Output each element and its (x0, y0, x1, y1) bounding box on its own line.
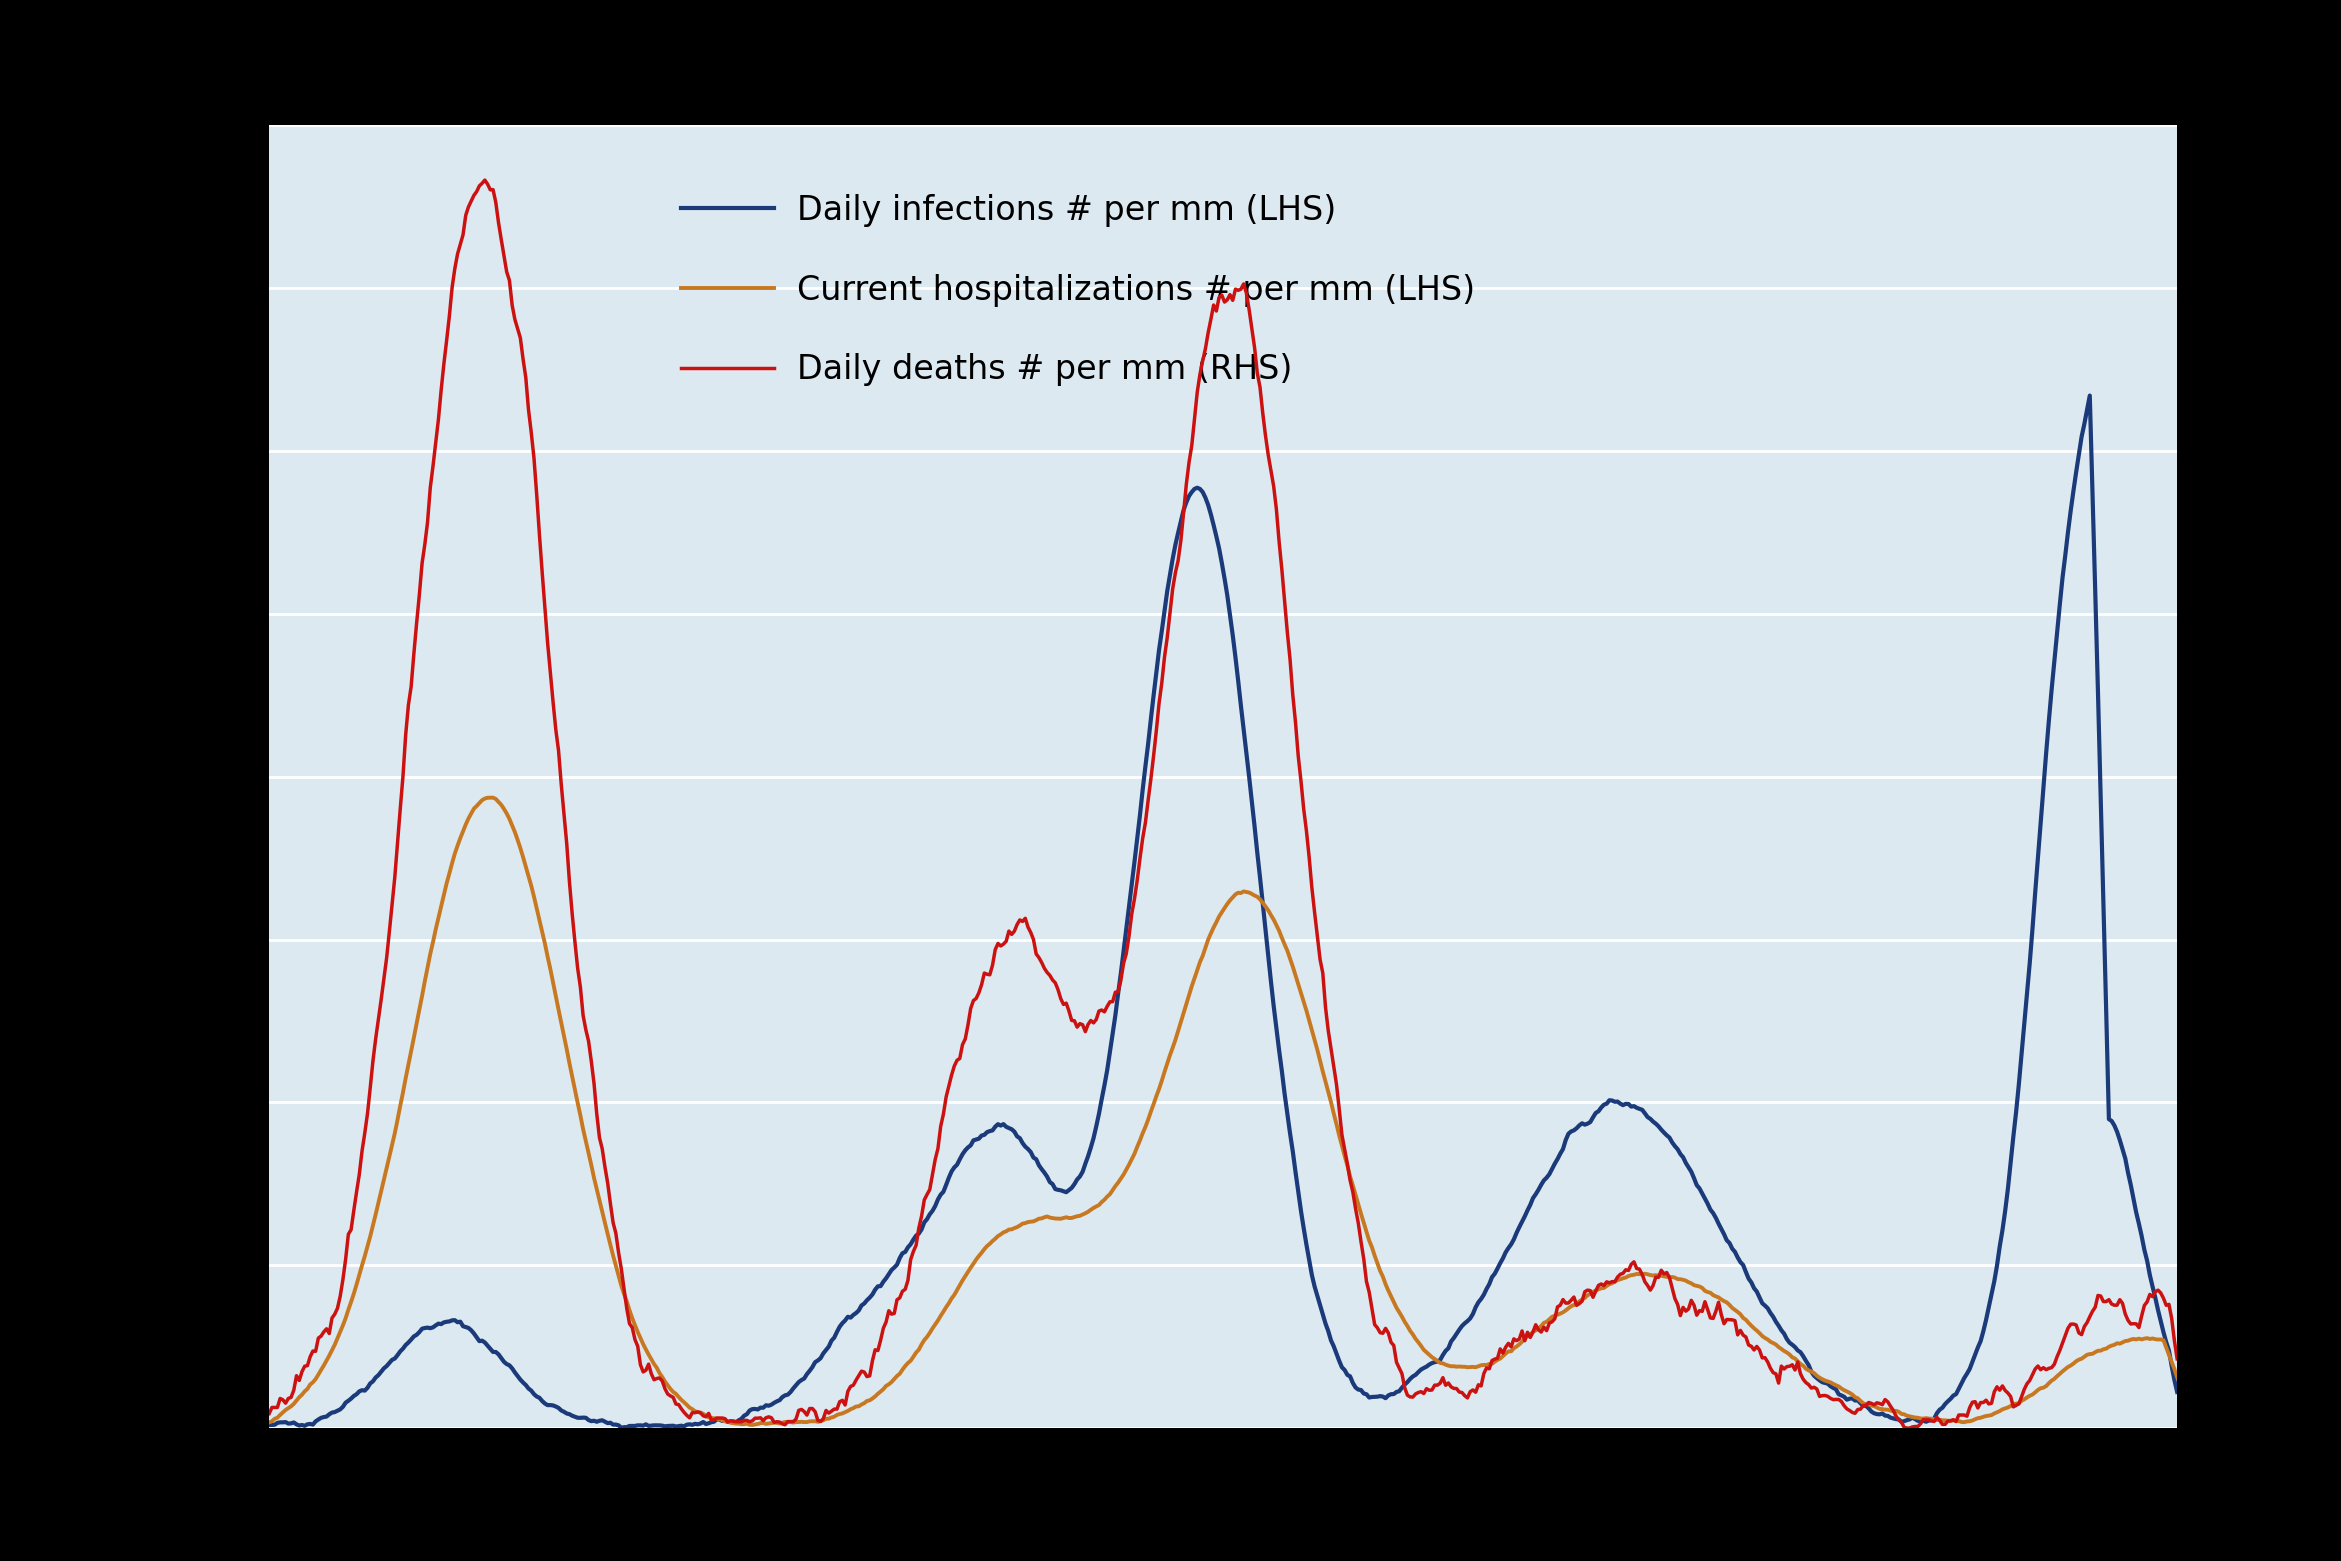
Legend: Daily infections # per mm (LHS), Current hospitalizations # per mm (LHS), Daily : Daily infections # per mm (LHS), Current… (667, 181, 1489, 400)
